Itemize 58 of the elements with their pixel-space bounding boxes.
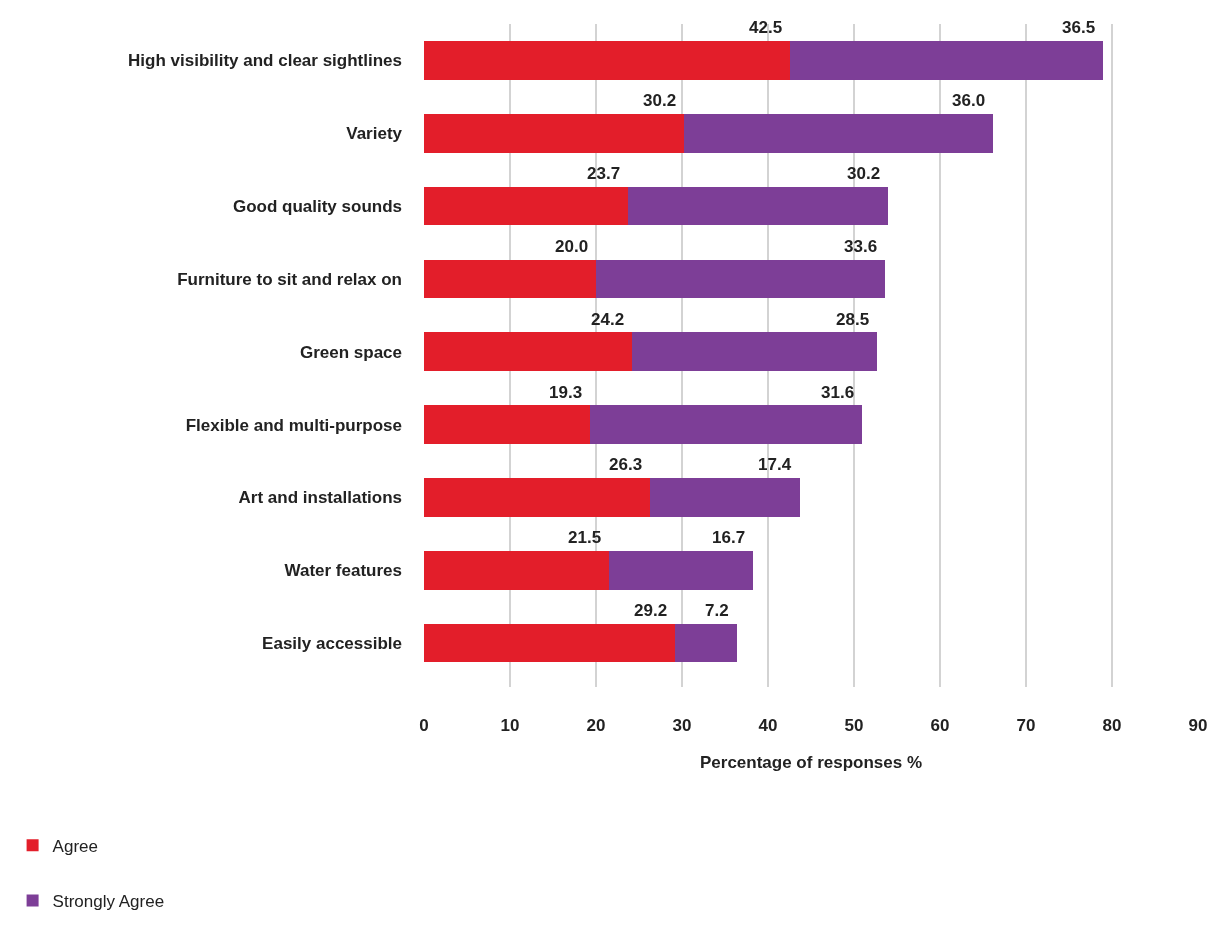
bar (424, 405, 590, 444)
y-tick-label: High visibility and clear sightlines (128, 51, 402, 71)
bar (424, 113, 684, 153)
x-tick-label: 70 (1016, 716, 1036, 735)
data-label: 7.2 (705, 601, 729, 620)
data-label: 20.0 (555, 237, 589, 256)
x-tick-label: 60 (930, 716, 950, 735)
x-tick-label: 10 (500, 716, 520, 735)
data-label: 36.0 (952, 91, 986, 110)
legend-label: Agree (52, 836, 98, 856)
y-tick-label: Flexible and multi-purpose (185, 415, 402, 435)
y-tick-label: Furniture to sit and relax on (177, 269, 402, 289)
y-tick-label: Water features (284, 561, 402, 581)
data-label: 17.4 (758, 455, 792, 474)
bar (424, 186, 628, 226)
data-label: 26.3 (609, 455, 643, 474)
data-label: 30.2 (847, 164, 881, 183)
bar (683, 113, 994, 153)
data-label: 21.5 (568, 528, 602, 547)
x-axis-title: Percentage of responses % (699, 753, 923, 773)
data-label: 31.6 (821, 383, 855, 402)
x-tick-label: 0 (419, 716, 429, 735)
y-tick-label: Art and installations (238, 488, 402, 508)
bar (424, 550, 609, 590)
bar (424, 332, 633, 372)
bar (589, 405, 862, 444)
bar (789, 41, 1104, 80)
bar (424, 259, 596, 299)
y-tick-label: Easily accessible (262, 633, 402, 653)
bar (608, 550, 753, 590)
y-tick-label: Good quality sounds (232, 197, 402, 217)
y-tick-label: Green space (299, 342, 402, 362)
data-label: 19.3 (549, 383, 583, 402)
x-tick-label: 90 (1188, 716, 1208, 735)
data-label: 16.7 (712, 528, 746, 547)
data-label: 30.2 (643, 91, 677, 110)
data-label: 36.5 (1062, 18, 1096, 37)
data-label: 33.6 (844, 237, 878, 256)
x-tick-label: 40 (758, 716, 778, 735)
data-label: 23.7 (587, 164, 621, 183)
x-tick-label: 30 (672, 716, 692, 735)
bar (632, 332, 878, 372)
x-tick-label: 80 (1102, 716, 1122, 735)
bar (627, 186, 888, 226)
data-label: 29.2 (634, 601, 668, 620)
y-tick-label: Variety (346, 124, 403, 144)
x-tick-label: 20 (586, 716, 606, 735)
x-tick-label: 50 (844, 716, 864, 735)
bar (424, 623, 676, 663)
bar (650, 478, 800, 517)
bar (424, 41, 790, 80)
data-label: 42.5 (749, 18, 783, 37)
legend-label: Strongly Agree (52, 892, 165, 912)
bar (675, 623, 738, 663)
bar (424, 478, 651, 517)
data-label: 28.5 (836, 310, 870, 329)
bar (596, 259, 885, 299)
data-label: 24.2 (591, 310, 625, 329)
